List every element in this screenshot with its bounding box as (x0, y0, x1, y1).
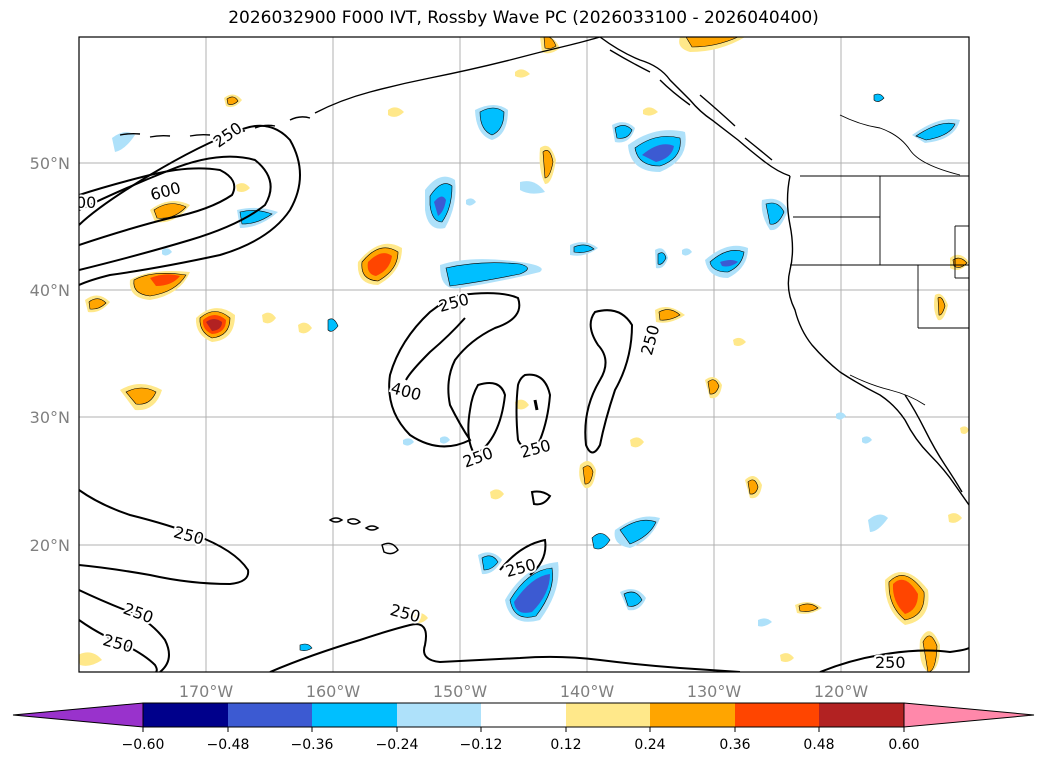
colorbar-tick: −0.24 (376, 737, 419, 753)
colorbar-tick: −0.60 (122, 737, 165, 753)
coastlines (119, 37, 969, 555)
colorbar-tick: −0.36 (291, 737, 334, 753)
colorbar-bin (143, 703, 228, 727)
colorbar-tick: 0.24 (634, 737, 665, 753)
latitude-labels: 50°N 40°N 30°N 20°N (30, 154, 70, 555)
colorbar-bin (735, 703, 819, 727)
ivt-contours (79, 124, 969, 672)
colorbar-over (903, 702, 1035, 728)
map-border (78, 36, 970, 673)
lon-label: 130°W (687, 682, 742, 701)
lon-label: 150°W (433, 682, 488, 701)
colorbar-bin (819, 703, 904, 727)
lon-label: 170°W (179, 682, 234, 701)
gridlines (79, 37, 969, 672)
lat-label: 50°N (30, 154, 70, 173)
colorbar-bin (566, 703, 650, 727)
colorbar-bin (397, 703, 481, 727)
contour-label: 00 (76, 193, 96, 212)
colorbar-outline (142, 702, 905, 728)
colorbar: −0.60 −0.48 −0.36 −0.24 −0.12 0.12 0.24 … (12, 702, 1035, 753)
political-borders (790, 114, 969, 406)
colorbar-tick: −0.48 (207, 737, 250, 753)
lat-label: 20°N (30, 536, 70, 555)
colorbar-tick: 0.36 (719, 737, 750, 753)
longitude-labels: 170°W 160°W 150°W 140°W 130°W 120°W (179, 682, 869, 701)
lat-label: 40°N (30, 281, 70, 300)
negative-anomaly (112, 93, 960, 651)
colorbar-tick: 0.12 (550, 737, 581, 753)
lat-label: 30°N (30, 408, 70, 427)
lon-label: 160°W (306, 682, 361, 701)
colorbar-tick: 0.48 (803, 737, 834, 753)
plot-title: 2026032900 F000 IVT, Rossby Wave PC (202… (228, 8, 819, 28)
colorbar-bin (650, 703, 735, 727)
colorbar-bin (228, 703, 312, 727)
colorbar-tick: −0.12 (460, 737, 503, 753)
colorbar-tick: 0.60 (888, 737, 919, 753)
colorbar-under (12, 702, 144, 728)
anomaly-fills (79, 37, 969, 672)
colorbar-bin (312, 703, 397, 727)
lon-label: 140°W (560, 682, 615, 701)
colorbar-bin (481, 703, 566, 727)
lon-label: 120°W (814, 682, 869, 701)
contour-label: 250 (875, 653, 906, 672)
positive-anomaly (79, 37, 969, 672)
